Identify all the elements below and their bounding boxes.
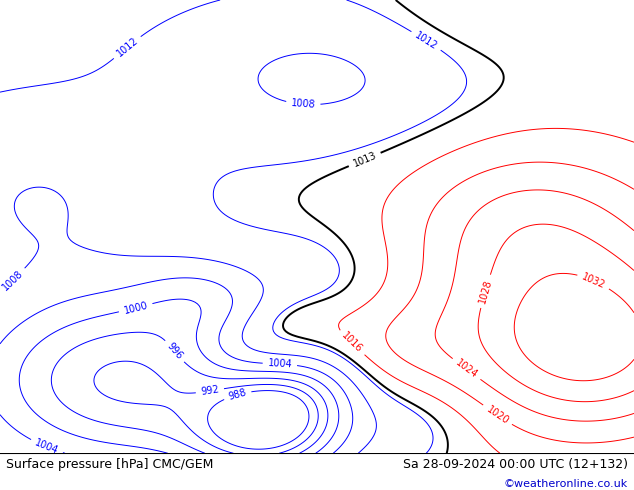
Text: 1004: 1004 <box>34 438 60 456</box>
Text: Sa 28-09-2024 00:00 UTC (12+132): Sa 28-09-2024 00:00 UTC (12+132) <box>403 458 628 471</box>
Text: 1016: 1016 <box>340 331 365 355</box>
Text: 1004: 1004 <box>268 358 292 370</box>
Text: 1013: 1013 <box>351 150 378 169</box>
Text: 1008: 1008 <box>290 98 316 110</box>
Text: Surface pressure [hPa] CMC/GEM: Surface pressure [hPa] CMC/GEM <box>6 458 214 471</box>
Text: 996: 996 <box>165 341 184 362</box>
Text: 1032: 1032 <box>581 271 607 290</box>
Text: 1008: 1008 <box>0 268 25 293</box>
Text: 1028: 1028 <box>477 278 494 304</box>
Text: 1000: 1000 <box>122 300 149 316</box>
Text: 992: 992 <box>200 385 220 397</box>
Text: 1012: 1012 <box>413 30 439 51</box>
Text: 988: 988 <box>228 388 248 402</box>
Text: ©weatheronline.co.uk: ©weatheronline.co.uk <box>503 480 628 490</box>
Text: 1012: 1012 <box>114 36 140 59</box>
Text: 1024: 1024 <box>453 358 479 380</box>
Text: 1020: 1020 <box>484 404 510 426</box>
